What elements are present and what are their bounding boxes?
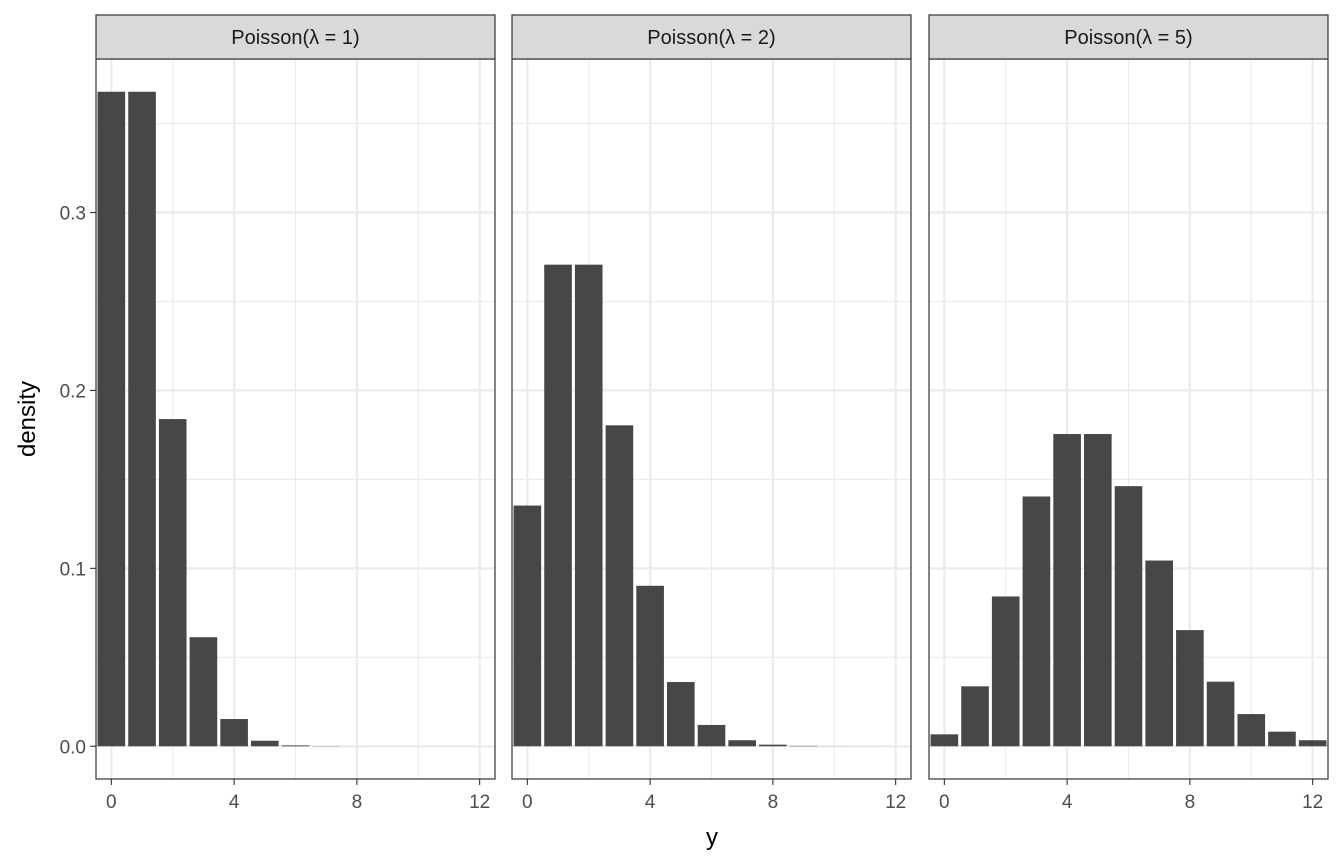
facet-strip-label: Poisson(λ = 1): [231, 27, 359, 49]
x-tick-label: 4: [229, 792, 240, 813]
bar-y-6: [281, 745, 310, 747]
facet-panel-1: Poisson(λ = 1) 0 4 8 12: [95, 14, 496, 813]
x-tick-label: 4: [1062, 792, 1073, 813]
bar-y-10: [1237, 714, 1266, 747]
x-tick-label: 0: [939, 792, 950, 813]
bar-y-0: [97, 91, 126, 747]
bar-y-1: [544, 264, 572, 747]
facet-strip: [95, 14, 496, 60]
facet-strip-label: Poisson(λ = 2): [647, 27, 775, 49]
y-tick-label: 0.1: [60, 559, 86, 580]
bar-y-4: [636, 585, 664, 747]
facet-strip: [928, 14, 1329, 60]
bar-y-5: [666, 682, 695, 747]
x-tick-label: 8: [352, 792, 363, 813]
bar-y-5: [1083, 434, 1112, 747]
x-tick-label: 0: [522, 792, 533, 813]
bar-y-3: [605, 425, 634, 747]
bar-y-2: [991, 596, 1020, 747]
x-tick-label: 8: [1185, 792, 1196, 813]
bar-y-3: [1022, 496, 1051, 747]
x-tick-label: 8: [768, 792, 779, 813]
bar-y-3: [189, 637, 218, 747]
bar-y-8: [1176, 630, 1204, 747]
facet-panel-3: Poisson(λ = 5) 0 4 8 12: [928, 14, 1329, 813]
y-axis-title: density: [14, 381, 41, 457]
y-tick-label: 0.2: [60, 381, 86, 402]
facet-strip: [511, 14, 912, 60]
facet-strip-label: Poisson(λ = 5): [1064, 27, 1192, 49]
bar-y-6: [697, 724, 726, 747]
bar-y-5: [250, 740, 279, 747]
y-tick-label: 0.3: [60, 204, 86, 225]
bar-y-12: [1298, 740, 1327, 747]
x-tick-label: 12: [1302, 792, 1323, 813]
y-axis: 0.0 0.1 0.2 0.3: [60, 204, 96, 758]
bar-y-6: [1114, 486, 1143, 747]
x-tick-label: 0: [106, 792, 117, 813]
bar-y-4: [220, 719, 248, 747]
x-axis-title: y: [706, 824, 718, 851]
x-tick-label: 4: [645, 792, 656, 813]
facet-panel-2: Poisson(λ = 2) 0 4 8 12: [511, 14, 912, 813]
x-tick-label: 12: [885, 792, 906, 813]
bar-y-9: [1206, 681, 1235, 747]
bar-y-8: [759, 744, 787, 747]
bar-y-7: [728, 740, 757, 747]
bar-y-2: [158, 419, 187, 747]
y-tick-label: 0.0: [60, 737, 86, 758]
bar-y-0: [513, 505, 542, 747]
bar-y-7: [1145, 560, 1174, 747]
x-tick-label: 12: [469, 792, 490, 813]
bar-y-1: [128, 91, 156, 747]
bar-y-2: [574, 264, 603, 747]
bar-y-4: [1053, 434, 1081, 747]
bar-y-11: [1268, 731, 1296, 747]
bar-y-0: [930, 734, 959, 747]
bar-y-1: [961, 686, 989, 747]
